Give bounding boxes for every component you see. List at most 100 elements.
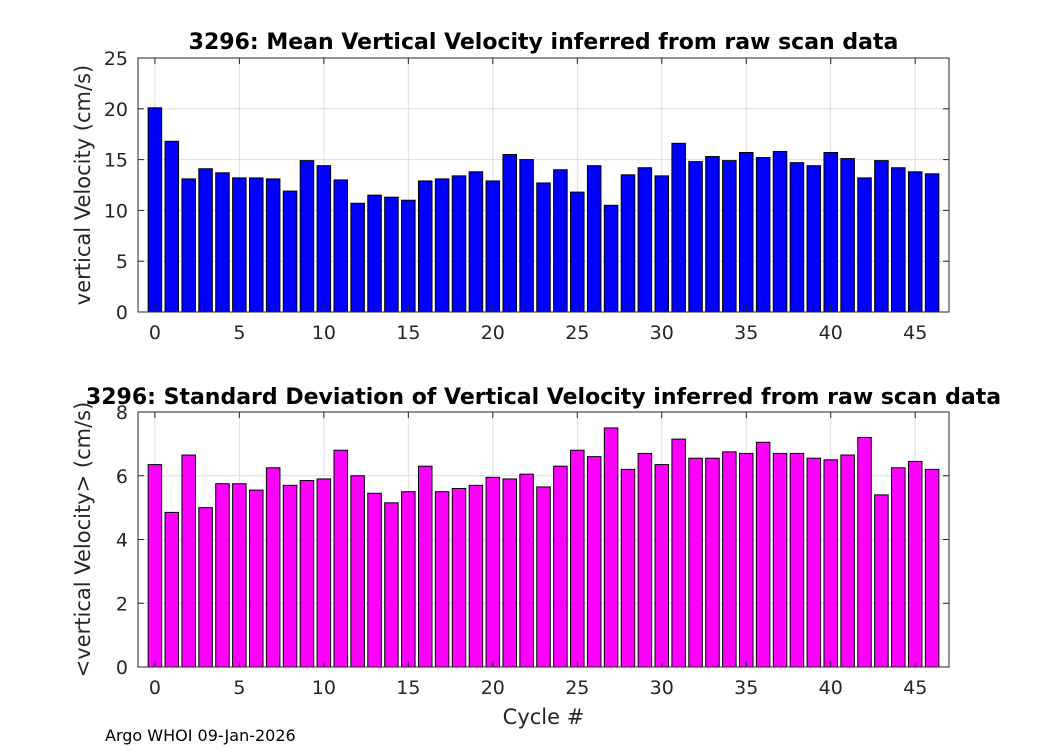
x-tick-label: 20 (481, 322, 505, 344)
y-tick-label: 4 (116, 530, 128, 552)
x-tick-label: 0 (149, 677, 161, 699)
bar-cycle-5 (232, 483, 247, 668)
bar-cycle-25 (570, 191, 585, 313)
x-tick-label: 45 (903, 322, 927, 344)
x-tick-label: 45 (903, 677, 927, 699)
y-tick-label: 0 (116, 302, 128, 324)
bar-cycle-36 (755, 441, 771, 668)
bar-cycle-46 (924, 468, 940, 668)
x-tick-label: 15 (396, 677, 420, 699)
x-tick-label: 30 (650, 677, 674, 699)
bar-cycle-8 (282, 484, 298, 668)
x-axis-label: Cycle # (503, 705, 585, 729)
y-tick-label: 15 (104, 150, 128, 172)
bar-cycle-5 (232, 177, 247, 313)
bar-cycle-37 (772, 452, 788, 668)
bar-cycle-40 (823, 459, 838, 668)
bar-cycle-21 (502, 478, 517, 668)
bar-cycle-29 (637, 452, 653, 668)
bar-cycle-44 (891, 167, 906, 313)
x-tick-label: 20 (481, 677, 505, 699)
bar-cycle-6 (249, 489, 264, 668)
bar-cycle-42 (857, 437, 872, 668)
bar-cycle-29 (637, 167, 653, 313)
bar-cycle-27 (603, 204, 619, 313)
bar-cycle-26 (586, 456, 602, 668)
bar-cycle-22 (519, 159, 534, 313)
y-tick-label: 5 (116, 251, 128, 273)
x-tick-label: 5 (233, 322, 245, 344)
y-tick-label: 2 (116, 593, 128, 615)
y-tick-label: 6 (116, 466, 128, 488)
bar-cycle-41 (840, 454, 855, 668)
bar-cycle-37 (772, 150, 788, 313)
bar-cycle-24 (553, 169, 568, 313)
bar-cycle-2 (181, 178, 196, 313)
bar-cycle-39 (806, 165, 822, 313)
bar-cycle-33 (705, 156, 720, 313)
x-tick-label: 15 (396, 322, 420, 344)
bar-cycle-11 (333, 449, 349, 668)
bar-cycle-27 (603, 427, 619, 668)
bar-cycle-40 (823, 151, 838, 313)
bar-cycle-24 (553, 465, 568, 668)
bar-cycle-14 (384, 502, 399, 668)
bar-cycle-9 (299, 160, 315, 313)
bar-cycle-22 (519, 473, 534, 668)
axes-frame (137, 57, 950, 313)
x-tick-label: 5 (233, 677, 245, 699)
bar-cycle-7 (265, 178, 281, 313)
bar-cycle-42 (857, 177, 872, 313)
x-tick-label: 40 (819, 677, 843, 699)
y-axis-label: vertical Velocity (cm/s) (71, 65, 95, 305)
bar-cycle-16 (417, 465, 433, 668)
bar-cycle-15 (401, 491, 416, 668)
bar-cycle-19 (468, 484, 484, 668)
bar-cycle-30 (654, 464, 670, 668)
x-tick-label: 25 (565, 677, 589, 699)
bar-cycle-45 (907, 460, 923, 668)
bar-cycle-19 (468, 171, 484, 313)
bar-cycle-1 (164, 511, 180, 668)
bar-cycle-39 (806, 457, 822, 668)
bar-cycle-13 (367, 194, 382, 313)
bar-cycle-46 (924, 173, 940, 313)
y-axis-label: <vertical Velocity> (cm/s) (71, 402, 95, 678)
y-tick-label: 8 (116, 402, 128, 424)
bar-cycle-34 (722, 451, 737, 668)
bar-cycle-21 (502, 154, 517, 313)
y-tick-label: 10 (104, 200, 128, 222)
bar-cycle-14 (384, 196, 399, 313)
bar-cycle-23 (536, 182, 551, 313)
footer-credit: Argo WHOI 09-Jan-2026 (105, 726, 296, 745)
bar-cycle-38 (789, 452, 805, 668)
y-tick-label: 0 (116, 657, 128, 679)
bar-cycle-10 (316, 478, 332, 668)
x-tick-label: 25 (565, 322, 589, 344)
bar-cycle-0 (147, 464, 163, 668)
bar-cycle-25 (570, 449, 585, 668)
bar-cycle-35 (738, 452, 754, 668)
x-tick-label: 10 (312, 322, 336, 344)
bar-cycle-12 (350, 202, 365, 313)
bar-cycle-38 (789, 162, 805, 313)
bar-cycle-0 (147, 107, 163, 313)
x-tick-label: 40 (819, 322, 843, 344)
bar-cycle-35 (738, 151, 754, 313)
y-tick-label: 20 (104, 99, 128, 121)
bar-cycle-16 (417, 180, 433, 313)
bar-cycle-12 (350, 475, 365, 668)
bar-cycle-20 (485, 180, 501, 313)
bar-cycle-28 (620, 468, 636, 668)
mean-velocity-chart: 0 5 10 15 20 25 30 35 40 45 0 5 10 15 20 25 3296: Mean V… (71, 30, 950, 344)
bar-cycle-36 (755, 157, 771, 313)
bar-cycle-9 (299, 480, 315, 668)
bar-cycle-11 (333, 179, 349, 313)
bar-cycle-6 (249, 177, 264, 313)
x-tick-label: 30 (650, 322, 674, 344)
bar-cycle-33 (705, 457, 720, 668)
bar-cycle-17 (434, 178, 450, 313)
bar-cycle-2 (181, 454, 196, 668)
